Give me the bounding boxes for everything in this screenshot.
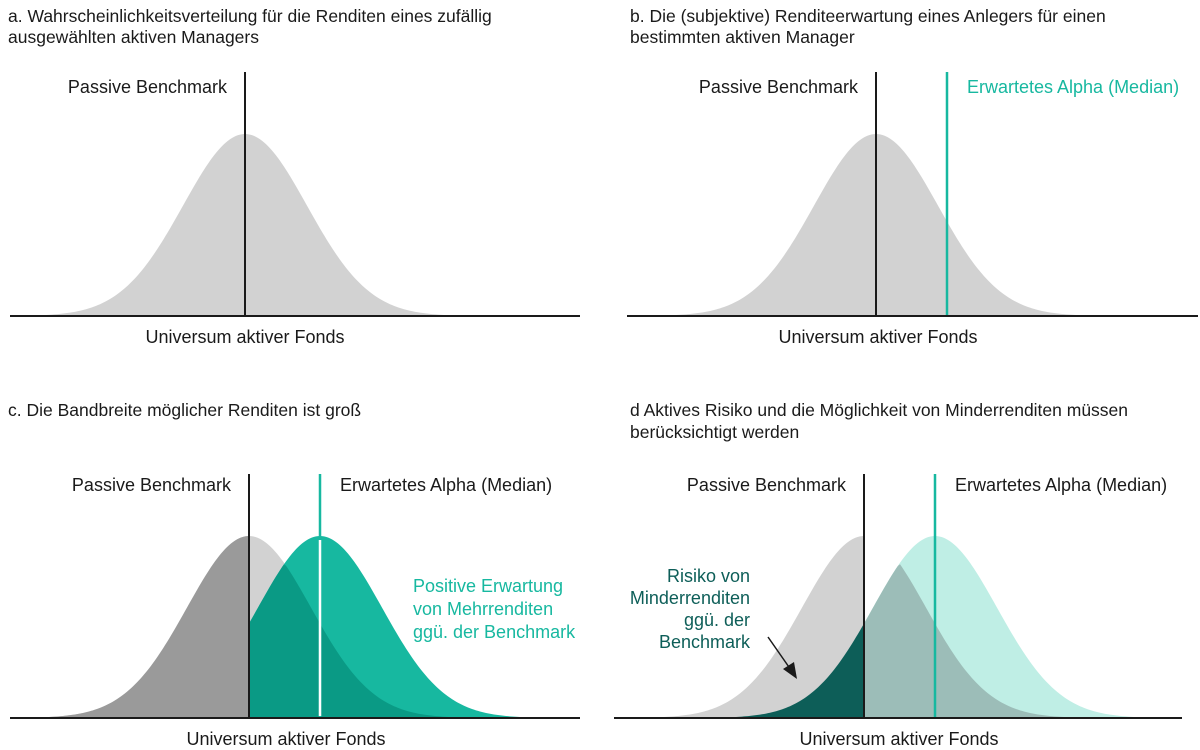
panel-a-title-line2: ausgewählten aktiven Managers [8, 27, 259, 47]
panel-c-positive-line2: von Mehrrenditen [413, 599, 553, 619]
panel-d-benchmark-distribution [630, 536, 864, 718]
panel-b-alpha-label: Erwartetes Alpha (Median) [967, 77, 1179, 97]
panel-c-alpha-label: Erwartetes Alpha (Median) [340, 475, 552, 495]
panel-d-risk-line3: ggü. der [684, 610, 750, 630]
panel-c-positive-line3: ggü. der Benchmark [413, 622, 576, 642]
panel-d-title-line2: berücksichtigt werden [630, 422, 799, 442]
panel-d-overlap-area [864, 564, 1100, 718]
panel-d: d Aktives Risiko und die Möglichkeit von… [614, 400, 1182, 749]
panel-c-overlap-area [249, 564, 485, 718]
panel-d-alpha-label: Erwartetes Alpha (Median) [955, 475, 1167, 495]
panel-c-title-line1: c. Die Bandbreite möglicher Renditen ist… [8, 400, 361, 420]
panel-a-x-axis-label: Universum aktiver Fonds [145, 327, 344, 347]
panel-d-risk-line4: Benchmark [659, 632, 751, 652]
panel-c: c. Die Bandbreite möglicher Renditen ist… [8, 400, 580, 749]
panel-d-risk-area [630, 623, 864, 718]
panel-d-title-line1: d Aktives Risiko und die Möglichkeit von… [630, 400, 1128, 420]
panel-b-title-line2: bestimmten aktiven Manager [630, 27, 855, 47]
panel-d-benchmark-label: Passive Benchmark [687, 475, 847, 495]
panel-d-risk-line1: Risiko von [667, 566, 750, 586]
panel-d-risk-line2: Minderrenditen [630, 588, 750, 608]
panel-a-title-line1: a. Wahrscheinlichkeitsverteilung für die… [8, 6, 492, 26]
panel-a-benchmark-label: Passive Benchmark [68, 77, 228, 97]
panel-b-title-line1: b. Die (subjektive) Renditeerwartung ein… [630, 6, 1106, 26]
panel-b-benchmark-label: Passive Benchmark [699, 77, 859, 97]
panel-a: a. Wahrscheinlichkeitsverteilung für die… [8, 6, 580, 347]
panel-d-risk-arrow-shaft [767, 636, 792, 671]
panel-d-x-axis-label: Universum aktiver Fonds [799, 729, 998, 749]
panel-c-x-axis-label: Universum aktiver Fonds [186, 729, 385, 749]
panel-c-underperformance-area [15, 536, 249, 718]
panel-c-positive-line1: Positive Erwartung [413, 576, 563, 596]
panel-c-benchmark-label: Passive Benchmark [72, 475, 232, 495]
panel-d-risk-arrow-head [783, 662, 797, 679]
panel-b-x-axis-label: Universum aktiver Fonds [778, 327, 977, 347]
panel-b: b. Die (subjektive) Renditeerwartung ein… [627, 6, 1198, 347]
